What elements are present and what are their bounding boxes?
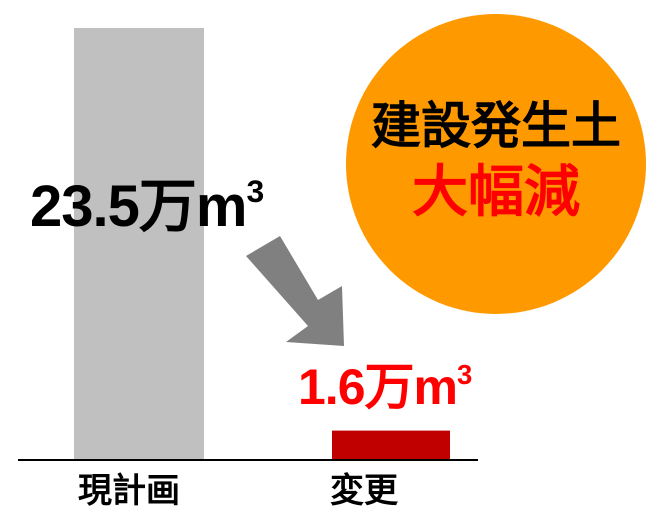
value-label-after-text: 1.6万m (298, 359, 458, 415)
category-label-after: 変更 (330, 471, 398, 511)
value-label-before: 23.5万m3 (30, 175, 264, 236)
badge-title: 建設発生土 (371, 96, 621, 155)
value-label-after: 1.6万m3 (298, 358, 472, 415)
value-label-before-text: 23.5万m (30, 174, 247, 239)
category-label-before: 現計画 (78, 471, 180, 511)
badge-subtitle: 大幅減 (412, 159, 580, 225)
arrow-down-right-icon (246, 236, 344, 346)
bar-before (74, 28, 204, 460)
reduction-badge: 建設発生土 大幅減 (346, 14, 646, 314)
bar-after (332, 430, 450, 460)
value-label-after-exponent: 3 (456, 358, 472, 390)
bar-group (74, 28, 450, 460)
value-label-before-exponent: 3 (246, 173, 264, 210)
